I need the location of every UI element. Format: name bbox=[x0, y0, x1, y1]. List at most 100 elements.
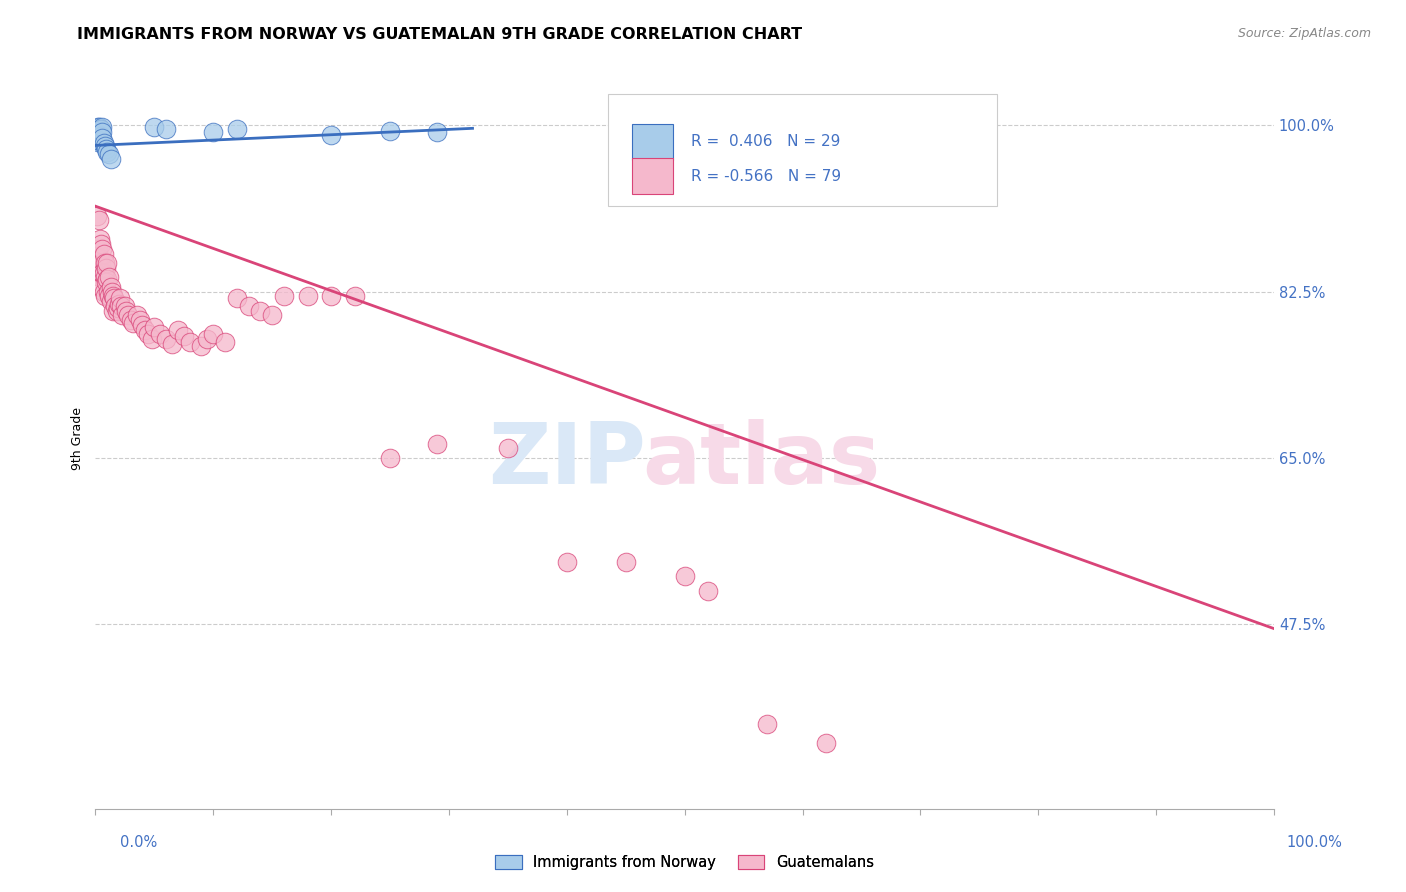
Point bbox=[195, 332, 218, 346]
Point bbox=[87, 129, 110, 144]
Point bbox=[86, 242, 108, 256]
Point bbox=[173, 329, 195, 343]
Point bbox=[249, 303, 271, 318]
Point bbox=[378, 124, 401, 138]
Point bbox=[273, 289, 295, 303]
Point bbox=[89, 252, 111, 266]
Legend: Immigrants from Norway, Guatemalans: Immigrants from Norway, Guatemalans bbox=[489, 848, 880, 876]
Point bbox=[89, 232, 111, 246]
Point bbox=[100, 152, 122, 166]
Text: ZIP: ZIP bbox=[488, 419, 645, 502]
Point bbox=[111, 309, 134, 323]
Text: IMMIGRANTS FROM NORWAY VS GUATEMALAN 9TH GRADE CORRELATION CHART: IMMIGRANTS FROM NORWAY VS GUATEMALAN 9TH… bbox=[77, 27, 803, 42]
Point bbox=[96, 145, 118, 159]
Text: atlas: atlas bbox=[643, 419, 880, 502]
Point bbox=[91, 125, 114, 139]
Point bbox=[105, 303, 128, 318]
Point bbox=[131, 318, 153, 332]
Point bbox=[91, 266, 114, 280]
Point bbox=[91, 131, 114, 145]
Text: R = -0.566   N = 79: R = -0.566 N = 79 bbox=[690, 169, 841, 184]
Point bbox=[94, 139, 117, 153]
FancyBboxPatch shape bbox=[607, 95, 997, 205]
Point bbox=[697, 583, 720, 598]
Point bbox=[160, 336, 183, 351]
Point bbox=[120, 313, 142, 327]
Point bbox=[97, 285, 120, 299]
Point bbox=[238, 299, 260, 313]
Point bbox=[103, 291, 125, 305]
Point bbox=[125, 309, 148, 323]
Point bbox=[108, 291, 131, 305]
Point bbox=[96, 272, 118, 286]
Text: 100.0%: 100.0% bbox=[1286, 836, 1343, 850]
Point bbox=[343, 289, 366, 303]
Point bbox=[297, 289, 319, 303]
Point bbox=[122, 316, 145, 330]
Point bbox=[117, 309, 139, 323]
Point bbox=[100, 294, 122, 309]
Point bbox=[225, 291, 247, 305]
Point bbox=[614, 555, 637, 569]
Point bbox=[104, 299, 127, 313]
Point bbox=[86, 128, 108, 142]
Point bbox=[90, 280, 112, 294]
Point bbox=[426, 125, 449, 139]
Point bbox=[179, 334, 201, 349]
Text: R =  0.406   N = 29: R = 0.406 N = 29 bbox=[690, 135, 839, 149]
Point bbox=[94, 142, 117, 156]
Point bbox=[143, 120, 166, 135]
Point bbox=[496, 442, 519, 456]
Point bbox=[134, 322, 156, 336]
Point bbox=[101, 289, 124, 303]
Point bbox=[86, 256, 108, 270]
Point bbox=[90, 237, 112, 252]
Point bbox=[93, 246, 115, 260]
Point bbox=[214, 334, 236, 349]
Point bbox=[141, 332, 163, 346]
Point bbox=[166, 322, 188, 336]
Point bbox=[86, 135, 108, 149]
Point bbox=[90, 256, 112, 270]
Point bbox=[190, 339, 212, 353]
Point bbox=[89, 134, 111, 148]
Point bbox=[101, 285, 124, 299]
Point bbox=[262, 309, 284, 323]
Point bbox=[756, 716, 779, 731]
Point bbox=[101, 303, 124, 318]
Point bbox=[94, 256, 117, 270]
Point bbox=[94, 275, 117, 289]
Point bbox=[155, 332, 177, 346]
Point bbox=[225, 122, 247, 136]
Point bbox=[98, 289, 121, 303]
Bar bbox=[631, 124, 673, 160]
Point bbox=[87, 124, 110, 138]
Point bbox=[319, 289, 342, 303]
Point bbox=[107, 301, 129, 315]
Point bbox=[110, 299, 132, 313]
Text: 0.0%: 0.0% bbox=[120, 836, 156, 850]
Point bbox=[155, 122, 177, 136]
Point bbox=[93, 285, 115, 299]
Point bbox=[89, 128, 111, 142]
Point bbox=[100, 280, 122, 294]
Point bbox=[378, 450, 401, 465]
Point bbox=[93, 136, 115, 150]
Point bbox=[114, 299, 136, 313]
Bar bbox=[631, 159, 673, 194]
Point bbox=[108, 297, 131, 311]
Point bbox=[90, 122, 112, 136]
Point bbox=[91, 120, 114, 135]
Point bbox=[93, 266, 115, 280]
Point bbox=[94, 270, 117, 285]
Point bbox=[94, 260, 117, 275]
Text: Source: ZipAtlas.com: Source: ZipAtlas.com bbox=[1237, 27, 1371, 40]
Point bbox=[89, 270, 111, 285]
Point bbox=[87, 213, 110, 227]
Point bbox=[319, 128, 342, 142]
Point bbox=[86, 242, 108, 256]
Point bbox=[96, 256, 118, 270]
Point bbox=[98, 270, 121, 285]
Point bbox=[426, 436, 449, 450]
Point bbox=[86, 209, 108, 223]
